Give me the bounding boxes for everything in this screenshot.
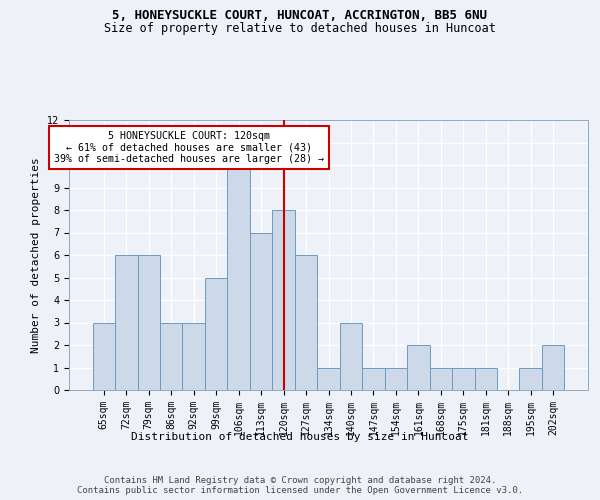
Bar (452, 368, 475, 390)
Bar (205, 278, 227, 390)
Bar (272, 210, 295, 390)
Bar (430, 368, 452, 390)
Bar (295, 255, 317, 390)
Bar (542, 345, 565, 390)
Bar (520, 368, 542, 390)
Bar (160, 322, 182, 390)
Bar (407, 345, 430, 390)
Text: Size of property relative to detached houses in Huncoat: Size of property relative to detached ho… (104, 22, 496, 35)
Text: 5, HONEYSUCKLE COURT, HUNCOAT, ACCRINGTON, BB5 6NU: 5, HONEYSUCKLE COURT, HUNCOAT, ACCRINGTO… (113, 9, 487, 22)
Bar (137, 255, 160, 390)
Bar (250, 232, 272, 390)
Text: Distribution of detached houses by size in Huncoat: Distribution of detached houses by size … (131, 432, 469, 442)
Text: Contains HM Land Registry data © Crown copyright and database right 2024.
Contai: Contains HM Land Registry data © Crown c… (77, 476, 523, 496)
Text: 5 HONEYSUCKLE COURT: 120sqm
← 61% of detached houses are smaller (43)
39% of sem: 5 HONEYSUCKLE COURT: 120sqm ← 61% of det… (54, 131, 324, 164)
Bar (115, 255, 137, 390)
Bar (182, 322, 205, 390)
Bar (317, 368, 340, 390)
Bar (475, 368, 497, 390)
Bar (227, 165, 250, 390)
Bar (92, 322, 115, 390)
Y-axis label: Number of detached properties: Number of detached properties (31, 157, 41, 353)
Bar (385, 368, 407, 390)
Bar (362, 368, 385, 390)
Bar (340, 322, 362, 390)
